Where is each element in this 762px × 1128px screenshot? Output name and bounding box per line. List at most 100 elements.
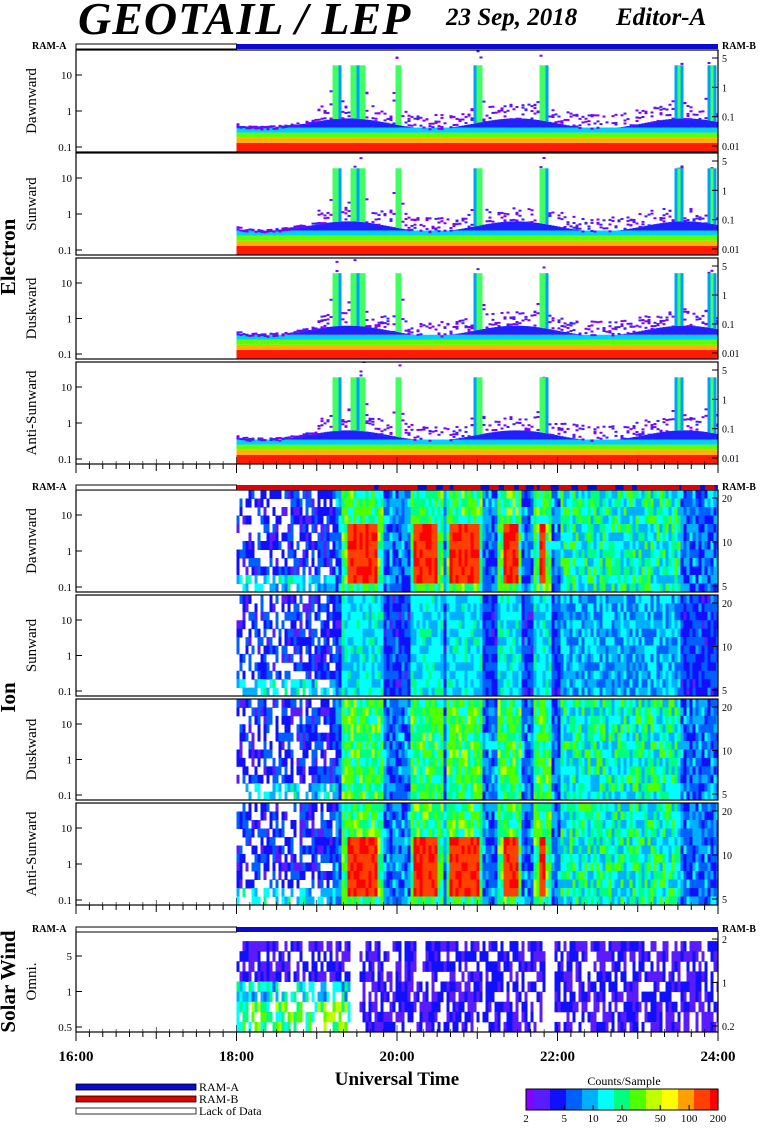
ram-indicator-ion: RAM-A RAM-B	[32, 482, 756, 493]
ram-segment-ram-a	[615, 485, 624, 490]
panel-electron-dawnward: 10 1 0.1 5 1 0.1 0.01 Dawnward	[24, 49, 740, 154]
colorbar-cell	[646, 1089, 649, 1110]
panel-frame	[75, 257, 719, 360]
colorbar-cell	[624, 1089, 627, 1110]
colorbar-cell	[666, 1089, 669, 1110]
colorbar-cell	[626, 1089, 629, 1110]
panel-group-solar-wind: 5 1 0.5 2 1 0.2 Omni.Solar Wind	[0, 930, 735, 1041]
right-tick-label: 5	[722, 54, 727, 65]
colorbar-cell	[558, 1089, 561, 1110]
colorbar-cell	[696, 1089, 699, 1110]
panel-electron-anti-sunward: 10 1 0.1 5 1 0.1 0.01 Anti-Sunward	[24, 361, 740, 466]
colorbar-cell	[664, 1089, 667, 1110]
heatmap-cells	[236, 595, 718, 696]
colorbar-cell	[622, 1089, 625, 1110]
legend-swatch	[75, 1107, 197, 1115]
colorbar-cell	[632, 1089, 635, 1110]
colorbar-cell	[602, 1089, 605, 1110]
right-tick-label: 1	[722, 83, 727, 94]
panel-ion-anti-sunward: 10 1 0.1 20 10 5 Anti-Sunward	[24, 802, 732, 907]
colorbar-cell	[656, 1089, 659, 1110]
colorbar-cell	[694, 1089, 697, 1110]
colorbar-cell	[564, 1089, 567, 1110]
panel-label: Anti-Sunward	[24, 811, 40, 896]
ram-segment-ram-a	[514, 485, 519, 490]
y-tick-label: 10	[61, 70, 73, 82]
ram-segment-ram-a	[536, 485, 540, 490]
colorbar-cell	[708, 1089, 711, 1110]
y-tick-label: 1	[67, 209, 73, 221]
ram-segment-ram-a	[374, 485, 379, 490]
chart-title: GEOTAIL / LEP	[78, 0, 412, 44]
right-tick-label: 0.01	[722, 245, 740, 256]
panel-label: Sunward	[24, 177, 40, 231]
y-tick-label: 10	[61, 510, 73, 522]
ram-segment-ram-a	[417, 485, 427, 490]
right-tick-label: 5	[722, 582, 727, 593]
right-tick-label: 0.01	[722, 349, 740, 360]
colorbar-cell	[570, 1089, 573, 1110]
colorbar-cell	[536, 1089, 539, 1110]
colorbar-cell	[586, 1089, 589, 1110]
ram-segment-ram-a	[236, 44, 718, 49]
legend-label: RAM-B	[199, 1092, 238, 1106]
panel-solar-wind-omni-: 5 1 0.5 2 1 0.2 Omni.	[24, 930, 735, 1034]
ram-segment-ram-a	[679, 485, 682, 490]
group-label: Electron	[0, 218, 20, 295]
y-tick-label: 5	[67, 951, 73, 963]
panel-frame	[75, 698, 719, 801]
colorbar-cell	[580, 1089, 583, 1110]
colorbar-cell	[672, 1089, 675, 1110]
colorbar-cell	[676, 1089, 679, 1110]
colorbar-cell	[690, 1089, 693, 1110]
colorbar-cell	[538, 1089, 541, 1110]
ram-segment-ram-a	[714, 485, 718, 490]
ram-left-label: RAM-A	[32, 924, 67, 935]
panel-label: Omni.	[24, 963, 40, 1001]
panel-label: Duskward	[24, 718, 40, 780]
colorbar-tick-label: 50	[655, 1113, 667, 1125]
right-tick-label: 0.1	[722, 113, 735, 124]
ram-segment-ram-a	[550, 485, 559, 490]
colorbar-cell	[578, 1089, 581, 1110]
colorbar-cell	[630, 1089, 633, 1110]
ram-segment-ram-a	[632, 485, 637, 490]
y-tick-label: 0.1	[58, 790, 72, 802]
right-tick-label: 5	[722, 157, 727, 168]
right-tick-label: 20	[722, 807, 732, 818]
colorbar-cell	[572, 1089, 575, 1110]
ram-segment-ram-a	[449, 485, 454, 490]
colorbar-cell	[574, 1089, 577, 1110]
right-tick-label: 0.1	[722, 320, 735, 331]
colorbar-cell	[710, 1089, 713, 1110]
panel-label: Sunward	[24, 618, 40, 672]
colorbar-cell	[712, 1089, 715, 1110]
colorbar-cell	[526, 1089, 529, 1110]
panel-ion-sunward: 10 1 0.1 20 10 5 Sunward	[24, 594, 732, 698]
ram-segment-lack-of-data	[75, 43, 237, 50]
colorbar-tick-label: 5	[561, 1113, 567, 1125]
y-tick-label: 10	[61, 823, 73, 835]
colorbar-cell	[556, 1089, 559, 1110]
colorbar-tick-label: 200	[710, 1113, 727, 1125]
colorbar-cell	[670, 1089, 673, 1110]
right-tick-label: 5	[722, 895, 727, 906]
colorbar-cell	[620, 1089, 623, 1110]
colorbar-cell	[716, 1089, 719, 1110]
heatmap-cells	[236, 259, 718, 359]
panel-frame	[75, 594, 719, 697]
panel-ion-duskward: 10 1 0.1 20 10 5 Duskward	[24, 698, 732, 802]
colorbar-cell	[594, 1089, 597, 1110]
ram-left-label: RAM-A	[32, 482, 67, 493]
ram-left-label: RAM-A	[32, 41, 67, 52]
right-tick-label: 10	[722, 643, 732, 654]
colorbar-cell	[688, 1089, 691, 1110]
y-tick-label: 1	[67, 987, 73, 999]
ram-segment-lack-of-data	[75, 926, 237, 933]
colorbar-cell	[644, 1089, 647, 1110]
ram-segment-ram-a	[525, 485, 534, 490]
panel-label: Dawnward	[24, 508, 40, 574]
colorbar-cell	[640, 1089, 643, 1110]
right-tick-label: 5	[722, 262, 727, 273]
